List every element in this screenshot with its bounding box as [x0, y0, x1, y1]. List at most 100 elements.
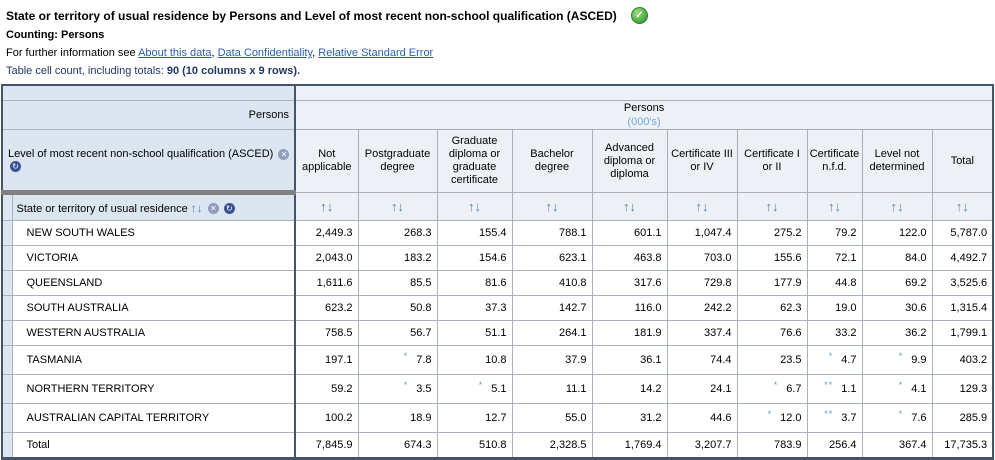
sort-descending-icon[interactable]: ↓: [772, 199, 779, 214]
data-cell: 1,315.4: [932, 296, 993, 321]
data-cell: 4,492.7: [932, 246, 993, 271]
table-row: NORTHERN TERRITORY59.2*3.5*5.111.114.224…: [2, 375, 993, 404]
data-cell: 37.3: [437, 296, 512, 321]
data-confidentiality-link[interactable]: Data Confidentiality: [218, 47, 313, 59]
sort-descending-icon[interactable]: ↓: [552, 199, 559, 214]
rse-annotation-icon: *: [479, 380, 484, 390]
data-cell: 81.6: [437, 271, 512, 296]
data-cell: *4.1: [862, 375, 932, 404]
row-indent-strip: [2, 404, 12, 433]
data-cell: *7.6: [862, 404, 932, 433]
measure-row: Persons Persons (000's): [2, 101, 993, 130]
row-label: NORTHERN TERRITORY: [12, 375, 295, 404]
data-cell: 758.5: [295, 321, 358, 346]
data-cell: 56.7: [358, 321, 437, 346]
table-top-band: [2, 85, 993, 101]
hide-dimension-icon[interactable]: ✕: [278, 149, 289, 160]
rse-annotation-icon: *: [768, 409, 773, 419]
rotate-row-dimension-icon[interactable]: ↻: [224, 203, 235, 214]
data-cell: 181.9: [592, 321, 667, 346]
data-cell: 197.1: [295, 346, 358, 375]
data-cell: 62.3: [737, 296, 807, 321]
sort-rows-descending-icon[interactable]: ↓: [197, 201, 203, 215]
data-cell: 155.6: [737, 246, 807, 271]
data-cell: 3,207.7: [667, 433, 737, 459]
data-cell: 55.0: [512, 404, 592, 433]
column-header: Total: [932, 130, 993, 193]
sort-descending-icon[interactable]: ↓: [835, 199, 842, 214]
sort-descending-icon[interactable]: ↓: [398, 199, 405, 214]
data-cell: 1,611.6: [295, 271, 358, 296]
measure-header-cell: Persons (000's): [295, 101, 993, 130]
data-cell: 2,328.5: [512, 433, 592, 459]
data-cell: 44.6: [667, 404, 737, 433]
page-title: State or territory of usual residence by…: [6, 9, 617, 23]
data-cell: 317.6: [592, 271, 667, 296]
data-cell: 2,449.3: [295, 221, 358, 246]
column-sort-cell: ↑↓: [667, 193, 737, 221]
data-cell: 623.1: [512, 246, 592, 271]
row-dimension-cell: State or territory of usual residence ↑↓…: [12, 193, 295, 221]
data-cell: 285.9: [932, 404, 993, 433]
data-cell: 410.8: [512, 271, 592, 296]
relative-standard-error-link[interactable]: Relative Standard Error: [318, 47, 433, 59]
sort-descending-icon[interactable]: ↓: [327, 199, 334, 214]
data-cell: 14.2: [592, 375, 667, 404]
data-cell: 69.2: [862, 271, 932, 296]
counting-label: Counting: Persons: [0, 24, 995, 41]
data-cell: 72.1: [807, 246, 862, 271]
row-label: WESTERN AUSTRALIA: [12, 321, 295, 346]
rotate-dimension-icon[interactable]: ↻: [10, 161, 21, 172]
sort-descending-icon[interactable]: ↓: [962, 199, 969, 214]
column-sort-cell: ↑↓: [592, 193, 667, 221]
row-label: Total: [12, 433, 295, 459]
data-cell: 36.1: [592, 346, 667, 375]
column-sort-cell: ↑↓: [932, 193, 993, 221]
column-header: Level not determined: [862, 130, 932, 193]
hide-row-dimension-icon[interactable]: ✕: [208, 203, 219, 214]
data-cell: 19.0: [807, 296, 862, 321]
column-sort-cell: ↑↓: [862, 193, 932, 221]
data-cell: 84.0: [862, 246, 932, 271]
data-cell: 122.0: [862, 221, 932, 246]
column-header: Not applicable: [295, 130, 358, 193]
data-cell: 256.4: [807, 433, 862, 459]
top-band-right: [295, 85, 993, 101]
row-dimension-label: State or territory of usual residence: [17, 203, 188, 215]
sort-descending-icon[interactable]: ↓: [897, 199, 904, 214]
data-cell: 74.4: [667, 346, 737, 375]
data-cell: 50.8: [358, 296, 437, 321]
data-cell: 177.9: [737, 271, 807, 296]
data-cell: 242.2: [667, 296, 737, 321]
data-cell: 367.4: [862, 433, 932, 459]
column-header: Certificate n.f.d.: [807, 130, 862, 193]
data-cell: 30.6: [862, 296, 932, 321]
rse-annotation-icon: *: [829, 351, 834, 361]
measure-label-left: Persons: [2, 101, 295, 130]
data-cell: 10.8: [437, 346, 512, 375]
data-cell: 85.5: [358, 271, 437, 296]
unit-label: (000's): [296, 115, 992, 129]
rse-annotation-icon: *: [899, 380, 904, 390]
column-dimension-cell: Level of most recent non-school qualific…: [2, 130, 295, 193]
data-cell: 51.1: [437, 321, 512, 346]
row-indent-strip: [2, 296, 12, 321]
data-cell: 11.1: [512, 375, 592, 404]
column-dimension-label: Level of most recent non-school qualific…: [8, 148, 273, 160]
sort-row: State or territory of usual residence ↑↓…: [2, 193, 993, 221]
rse-annotation-icon: **: [824, 380, 833, 390]
cell-count-label: Table cell count, including totals:: [6, 65, 164, 77]
sort-descending-icon[interactable]: ↓: [702, 199, 709, 214]
data-cell: 76.6: [737, 321, 807, 346]
about-this-data-link[interactable]: About this data: [138, 47, 211, 59]
row-label: AUSTRALIAN CAPITAL TERRITORY: [12, 404, 295, 433]
page-header: State or territory of usual residence by…: [0, 0, 995, 24]
sort-descending-icon[interactable]: ↓: [630, 199, 637, 214]
data-cell: 7,845.9: [295, 433, 358, 459]
table-row: NEW SOUTH WALES2,449.3268.3155.4788.1601…: [2, 221, 993, 246]
sort-descending-icon[interactable]: ↓: [475, 199, 482, 214]
data-cell: 31.2: [592, 404, 667, 433]
data-cell: 510.8: [437, 433, 512, 459]
column-header: Advanced diploma or diploma: [592, 130, 667, 193]
data-cell: *12.0: [737, 404, 807, 433]
